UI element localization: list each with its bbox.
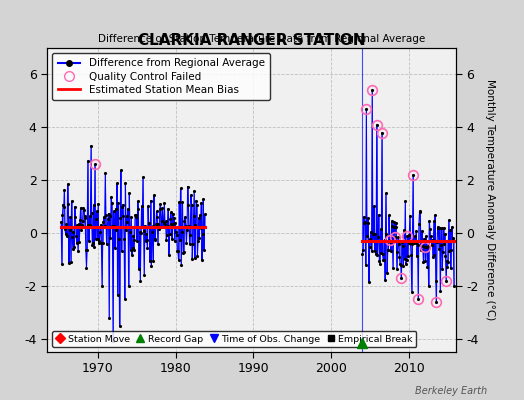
Text: Berkeley Earth: Berkeley Earth [415,386,487,396]
Legend: Station Move, Record Gap, Time of Obs. Change, Empirical Break: Station Move, Record Gap, Time of Obs. C… [52,331,417,347]
Title: CLARKIA RANGER STATION: CLARKIA RANGER STATION [138,33,365,48]
Y-axis label: Monthly Temperature Anomaly Difference (°C): Monthly Temperature Anomaly Difference (… [485,79,495,321]
Text: Difference of Station Temperature Data from Regional Average: Difference of Station Temperature Data f… [99,34,425,44]
